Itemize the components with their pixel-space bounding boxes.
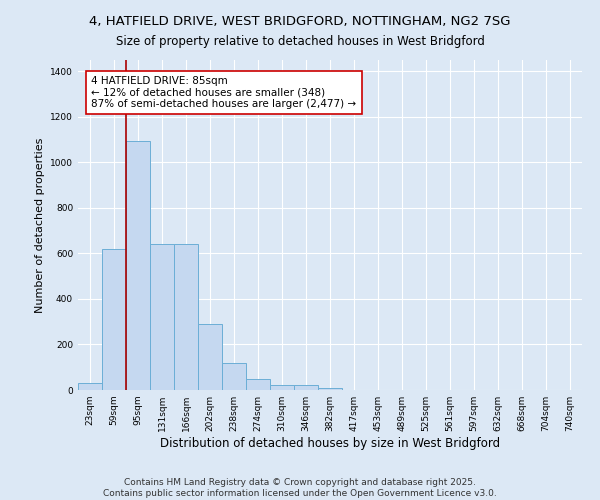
Text: Size of property relative to detached houses in West Bridgford: Size of property relative to detached ho… bbox=[116, 35, 484, 48]
Text: 4, HATFIELD DRIVE, WEST BRIDGFORD, NOTTINGHAM, NG2 7SG: 4, HATFIELD DRIVE, WEST BRIDGFORD, NOTTI… bbox=[89, 15, 511, 28]
Bar bbox=[78, 383, 102, 390]
Text: 4 HATFIELD DRIVE: 85sqm
← 12% of detached houses are smaller (348)
87% of semi-d: 4 HATFIELD DRIVE: 85sqm ← 12% of detache… bbox=[91, 76, 356, 109]
Bar bbox=[126, 141, 150, 390]
Bar bbox=[294, 385, 318, 390]
Bar bbox=[102, 249, 126, 390]
Bar bbox=[222, 362, 246, 390]
X-axis label: Distribution of detached houses by size in West Bridgford: Distribution of detached houses by size … bbox=[160, 437, 500, 450]
Y-axis label: Number of detached properties: Number of detached properties bbox=[35, 138, 44, 312]
Text: Contains HM Land Registry data © Crown copyright and database right 2025.
Contai: Contains HM Land Registry data © Crown c… bbox=[103, 478, 497, 498]
Bar bbox=[198, 324, 222, 390]
Bar bbox=[174, 244, 198, 390]
Bar bbox=[246, 378, 270, 390]
Bar bbox=[318, 388, 342, 390]
Bar bbox=[150, 244, 174, 390]
Bar bbox=[270, 385, 294, 390]
